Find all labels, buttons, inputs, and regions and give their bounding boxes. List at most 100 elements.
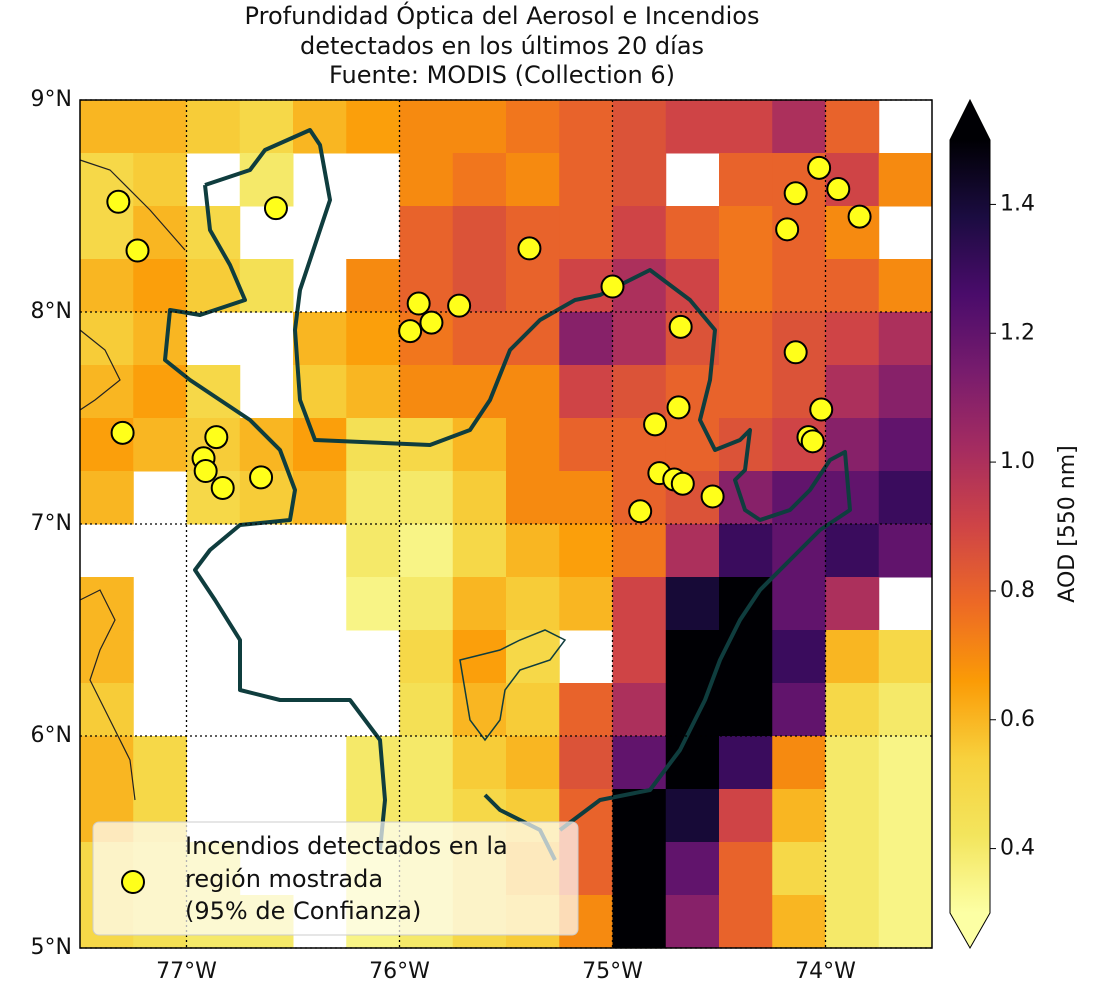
aod-cell: [506, 471, 560, 525]
fire-marker: [419, 310, 444, 335]
aod-cell: [346, 312, 400, 366]
fire-marker: [210, 475, 235, 500]
aod-cell: [878, 312, 933, 366]
aod-cell: [878, 365, 933, 419]
aod-cell: [80, 100, 134, 154]
x-tick-label: 74°W: [795, 959, 856, 984]
fire-marker: [809, 397, 834, 422]
aod-cell: [133, 418, 187, 472]
fire-marker: [193, 459, 218, 483]
aod-cell: [719, 683, 773, 737]
legend-label: Incendios detectados en la: [185, 832, 508, 860]
fire-marker: [670, 471, 695, 496]
y-tick-label: 6°N: [31, 723, 72, 748]
aod-cell: [452, 736, 507, 790]
colorbar-gradient: [950, 140, 990, 913]
aod-cell: [719, 365, 773, 419]
aod-cell: [506, 312, 560, 366]
aod-cell: [452, 683, 507, 737]
aod-cell: [346, 365, 400, 419]
colorbar-outline: [949, 98, 991, 950]
aod-cell: [612, 100, 667, 154]
aod-cell: [772, 683, 826, 737]
aod-cell: [878, 524, 933, 578]
aod-cell: [80, 206, 134, 260]
colorbar-tick-label: 0.8: [1000, 578, 1035, 603]
aod-cell: [612, 312, 667, 366]
aod-cell: [719, 100, 773, 154]
aod-cell: [399, 206, 454, 260]
aod-cell: [825, 365, 880, 419]
aod-cell: [772, 259, 826, 313]
aod-cell: [612, 524, 667, 578]
aod-cell: [719, 524, 773, 578]
aod-cell: [506, 683, 560, 737]
legend-label: (95% de Confianza): [185, 897, 421, 925]
aod-raster: [80, 100, 933, 949]
aod-cell: [719, 895, 773, 949]
aod-cell: [506, 259, 560, 313]
aod-cell: [825, 418, 880, 472]
aod-cell: [825, 524, 880, 578]
fire-marker: [800, 429, 825, 454]
aod-cell: [133, 153, 187, 207]
aod-cell: [878, 418, 933, 472]
aod-cell: [825, 789, 880, 843]
fire-marker: [775, 217, 800, 242]
aod-cell: [452, 630, 507, 684]
aod-cell: [346, 736, 400, 790]
title: Fuente: MODIS (Collection 6): [329, 61, 675, 89]
aod-cell: [719, 153, 773, 207]
aod-cell: [878, 630, 933, 684]
aod-cell: [506, 418, 560, 472]
aod-cell: [878, 471, 933, 525]
aod-cell: [452, 312, 507, 366]
fire-marker: [826, 177, 851, 202]
aod-cell: [452, 365, 507, 419]
aod-cell: [452, 100, 507, 154]
aod-cell: [506, 153, 560, 207]
aod-cell: [612, 789, 667, 843]
aod-cell: [80, 471, 134, 525]
colorbar: 0.4 0.6 0.8 1.0 1.2 1.4: [949, 98, 1035, 950]
aod-cell: [399, 577, 454, 631]
fire-marker: [783, 181, 808, 206]
coastline: [79, 159, 186, 801]
fire-marker: [398, 319, 423, 344]
fire-marker: [666, 395, 691, 420]
aod-cell: [772, 736, 826, 790]
aod-cell: [559, 312, 613, 366]
aod-cell: [665, 895, 720, 949]
aod-cell: [719, 312, 773, 366]
y-tick-label: 5°N: [31, 935, 72, 960]
fire-marker: [628, 499, 653, 524]
aod-cell: [559, 471, 613, 525]
y-tick-label: 7°N: [31, 511, 72, 536]
fire-marker: [643, 412, 668, 437]
aod-cell: [80, 312, 134, 366]
fire-marker: [249, 465, 274, 490]
fire-marker: [106, 189, 131, 214]
colorbar-extend-low: [950, 913, 990, 948]
fire-marker: [783, 340, 808, 365]
aod-cell: [399, 630, 454, 684]
aod-cell: [719, 842, 773, 896]
aod-cell: [878, 842, 933, 896]
fire-marker: [263, 196, 288, 221]
aod-cell: [399, 100, 454, 154]
aod-cell: [878, 789, 933, 843]
aod-cell: [825, 577, 880, 631]
aod-cell: [719, 206, 773, 260]
municipal-boundary: [459, 629, 567, 742]
fire-marker: [807, 155, 832, 180]
aod-cell: [399, 153, 454, 207]
aod-cell: [559, 365, 613, 419]
aod-cell: [506, 630, 560, 684]
y-tick-label: 8°N: [31, 299, 72, 324]
fire-marker: [700, 484, 725, 509]
plot-frame: [79, 99, 933, 949]
title: Profundidad Óptica del Aerosol e Incendi…: [245, 0, 760, 30]
colorbar-label: AOD [550 nm]: [1055, 445, 1080, 602]
aod-cell: [825, 630, 880, 684]
aod-cell: [80, 683, 134, 737]
